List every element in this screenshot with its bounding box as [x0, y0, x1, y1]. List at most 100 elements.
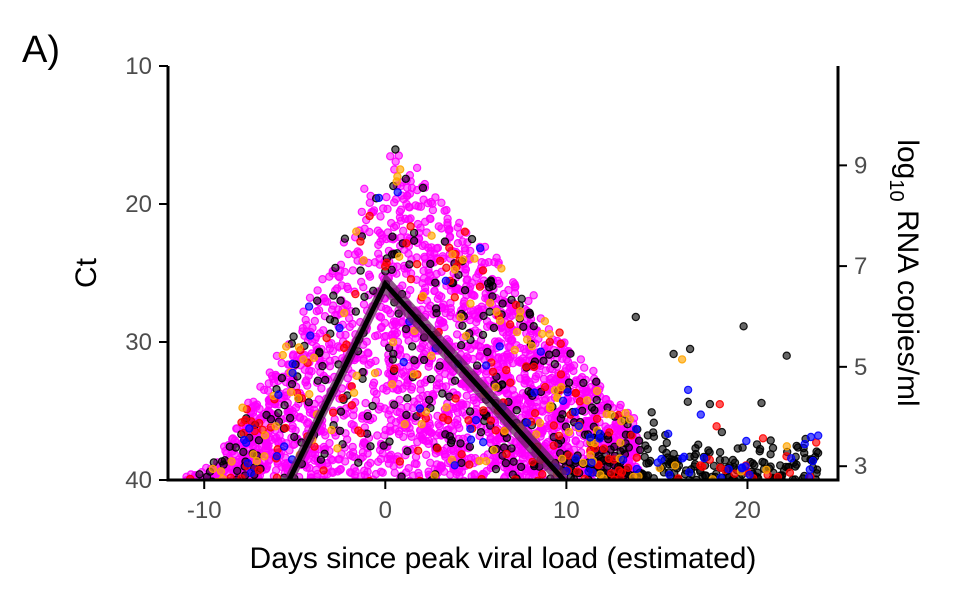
- scatter-point-magenta: [510, 288, 520, 298]
- scatter-point-orange: [527, 342, 537, 351]
- scatter-point-magenta: [445, 479, 448, 480]
- y-right-tick-label: 3: [854, 453, 867, 480]
- scatter-point-magenta: [493, 354, 503, 363]
- scatter-point-blue: [724, 465, 733, 474]
- scatter-point-magenta: [376, 454, 386, 464]
- scatter-point-magenta: [190, 479, 192, 480]
- scatter-point-red: [338, 393, 347, 403]
- scatter-point-black: [277, 373, 287, 383]
- scatter-point-magenta: [341, 330, 350, 340]
- scatter-point-blue: [787, 454, 796, 463]
- scatter-point-magenta: [378, 468, 387, 477]
- scatter-point-magenta: [376, 212, 385, 221]
- scatter-point-orange: [294, 343, 304, 352]
- scatter-point-magenta: [214, 479, 217, 480]
- scatter-point-magenta: [364, 270, 374, 279]
- scatter-point-orange: [400, 420, 409, 429]
- y-right-tick-label: 7: [854, 253, 867, 280]
- scatter-point-magenta: [332, 284, 342, 293]
- scatter-point-magenta: [407, 432, 416, 441]
- scatter-point-magenta: [299, 415, 308, 424]
- scatter-point-black: [426, 259, 435, 269]
- scatter-point-magenta: [379, 384, 388, 393]
- scatter-point-magenta: [196, 479, 198, 480]
- scatter-point-blue: [195, 479, 198, 480]
- scatter-point-black: [757, 398, 766, 408]
- scatter-point-black: [512, 406, 521, 415]
- scatter-point-magenta: [455, 401, 464, 410]
- scatter-point-red: [356, 237, 365, 246]
- scatter-point-magenta: [382, 192, 391, 202]
- scatter-point-black: [544, 350, 554, 359]
- scatter-point-magenta: [430, 286, 439, 295]
- scatter-point-magenta: [349, 411, 358, 420]
- scatter-point-magenta: [404, 249, 413, 258]
- scatter-point-blue: [683, 385, 693, 395]
- scatter-point-magenta: [395, 344, 404, 354]
- scatter-point-magenta: [472, 398, 481, 408]
- scatter-point-red: [698, 462, 707, 471]
- scatter-point-black: [446, 438, 456, 448]
- scatter-point-orange: [592, 386, 602, 396]
- scatter-point-orange: [216, 467, 226, 476]
- scatter-point-orange: [670, 461, 680, 470]
- scatter-point-magenta: [317, 384, 326, 393]
- scatter-point-black: [717, 427, 727, 437]
- scatter-point-red: [414, 446, 423, 455]
- scatter-point-magenta: [303, 381, 312, 390]
- scatter-point-black: [631, 312, 641, 322]
- scatter-point-magenta: [492, 253, 501, 262]
- scatter-point-magenta: [189, 479, 192, 480]
- scatter-point-magenta: [373, 226, 383, 235]
- scatter-point-magenta: [589, 366, 598, 376]
- scatter-point-magenta: [414, 202, 423, 211]
- scatter-point-black: [782, 351, 791, 360]
- scatter-point-black: [579, 378, 588, 388]
- scatter-point-blue: [588, 468, 597, 477]
- scatter-point-red: [402, 239, 411, 248]
- scatter-point-orange: [278, 350, 287, 360]
- scatter-point-black: [603, 403, 612, 412]
- scatter-point-black: [558, 410, 567, 419]
- scatter-point-magenta: [187, 479, 190, 480]
- scatter-point-magenta: [468, 354, 478, 364]
- scatter-point-orange: [395, 252, 404, 261]
- scatter-point-black: [231, 479, 234, 480]
- scatter-point-magenta: [541, 395, 550, 404]
- scatter-point-black: [438, 389, 447, 398]
- scatter-point-magenta: [358, 452, 367, 462]
- scatter-point-magenta: [432, 431, 441, 440]
- scatter-point-magenta: [434, 319, 443, 329]
- scatter-point-magenta: [469, 479, 472, 480]
- scatter-point-blue: [246, 468, 255, 478]
- scatter-point-magenta: [379, 204, 388, 213]
- scatter-point-blue: [522, 418, 532, 427]
- scatter-point-blue: [587, 458, 596, 467]
- scatter-point-magenta: [391, 221, 401, 230]
- scatter-point-orange: [545, 330, 555, 339]
- scatter-point-magenta: [325, 362, 335, 371]
- scatter-point-black: [551, 348, 561, 358]
- y-axis-right-title: log10 RNA copies/ml: [885, 139, 924, 406]
- scatter-point-magenta: [227, 435, 237, 444]
- scatter-point-blue: [479, 438, 488, 447]
- scatter-point-orange: [430, 471, 439, 480]
- scatter-point-magenta: [387, 330, 397, 340]
- scatter-point-black: [366, 442, 375, 451]
- scatter-point-magenta: [396, 403, 406, 413]
- scatter-point-magenta: [188, 479, 191, 480]
- scatter-point-magenta: [343, 282, 352, 291]
- scatter-point-magenta: [197, 479, 200, 480]
- scatter-point-black: [791, 462, 800, 471]
- scatter-point-blue: [653, 458, 662, 467]
- scatter-point-orange: [532, 430, 541, 439]
- scatter-point-orange: [762, 465, 771, 474]
- scatter-point-magenta: [262, 439, 272, 448]
- scatter-point-orange: [461, 331, 471, 341]
- scatter-point-blue: [399, 357, 408, 367]
- scatter-point-magenta: [476, 479, 479, 480]
- scatter-point-black: [402, 410, 411, 420]
- scatter-point-magenta: [470, 291, 479, 300]
- scatter-point-blue: [631, 424, 641, 434]
